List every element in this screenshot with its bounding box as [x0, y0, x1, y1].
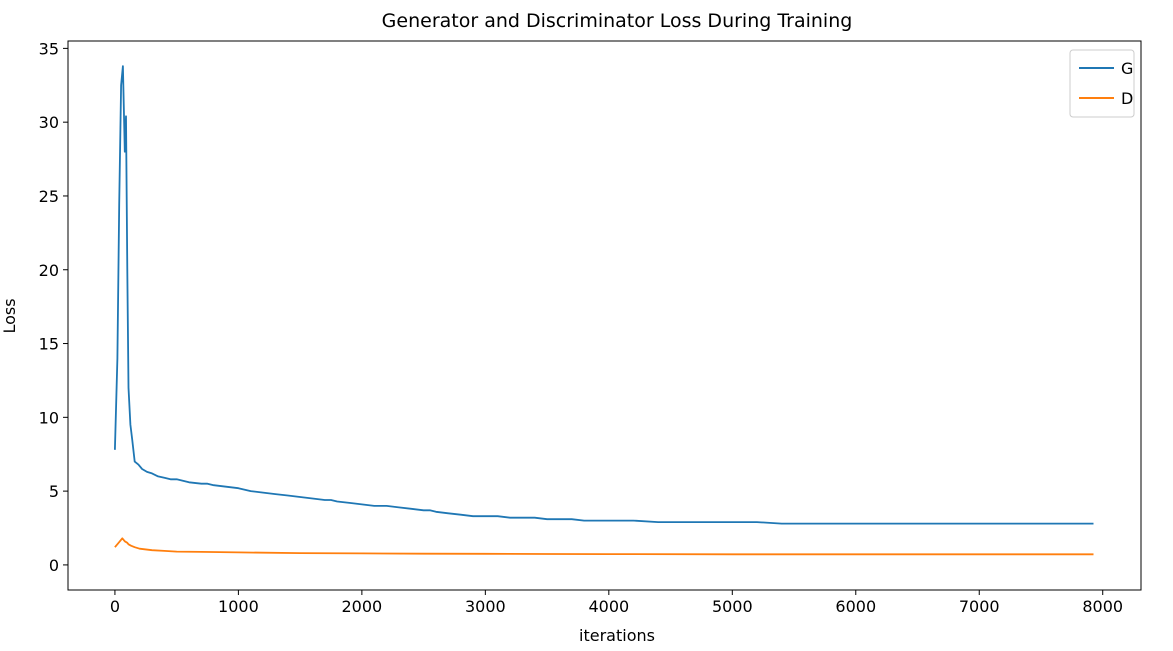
y-axis-label: Loss	[0, 298, 19, 333]
y-tick-label: 10	[39, 408, 59, 427]
y-axis: 0 5 10 15 20 25 30 35	[39, 39, 68, 575]
x-tick-label: 4000	[588, 597, 629, 616]
y-tick-label: 0	[49, 556, 59, 575]
y-tick-label: 20	[39, 261, 59, 280]
plot-frame	[67, 40, 1142, 591]
x-tick-label: 1000	[218, 597, 259, 616]
series-line-d	[114, 537, 1094, 556]
y-tick-label: 25	[39, 187, 59, 206]
chart-title: Generator and Discriminator Loss During …	[382, 10, 853, 32]
x-tick-label: 3000	[465, 597, 506, 616]
legend-box	[1069, 49, 1135, 118]
y-tick-label: 15	[39, 335, 59, 354]
x-tick-label: 6000	[835, 597, 876, 616]
y-tick-label: 5	[49, 482, 59, 501]
x-axis-label: iterations	[579, 626, 655, 645]
legend: G D	[1069, 49, 1135, 118]
legend-label-g: G	[1121, 59, 1133, 78]
y-tick-label: 35	[39, 39, 59, 58]
y-tick-label: 30	[39, 113, 59, 132]
series-line-g	[114, 65, 1094, 525]
x-tick-label: 8000	[1082, 597, 1123, 616]
legend-label-d: D	[1121, 89, 1133, 108]
plot-area	[114, 65, 1094, 556]
x-axis: 0 1000 2000 3000 4000 5000 6000 7000 8000	[110, 590, 1123, 616]
x-tick-label: 7000	[959, 597, 1000, 616]
x-tick-label: 2000	[342, 597, 383, 616]
x-tick-label: 0	[110, 597, 120, 616]
x-tick-label: 5000	[712, 597, 753, 616]
